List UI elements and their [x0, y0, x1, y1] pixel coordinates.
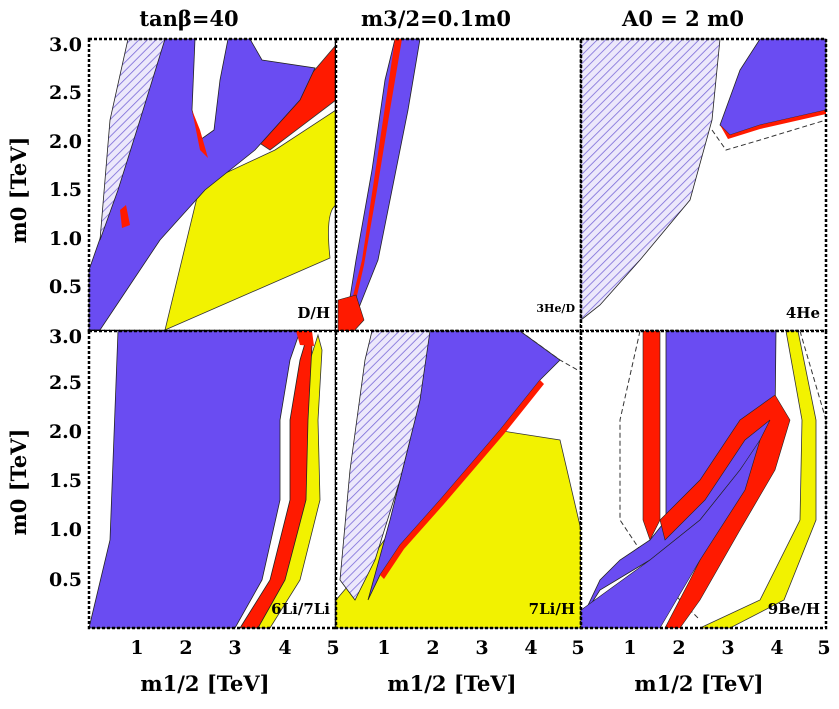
region-hatched	[339, 330, 431, 601]
y-axis-label: m0 [TeV]	[6, 137, 31, 244]
panel-li6li7: 6Li/7Li	[87, 329, 338, 630]
contour-dashed	[711, 119, 827, 151]
panel-label-he4: 4He	[786, 304, 820, 322]
x-ticks: 1 2 3 4 5 1 2 3 4 5 1 2 3 4 5	[130, 637, 830, 659]
x-axis-label: m1/2 [TeV]	[140, 671, 269, 696]
panel-dh: D/H	[87, 37, 338, 333]
x-tick: 4	[524, 637, 537, 659]
region-red-edge	[380, 380, 544, 579]
region-red-strip	[192, 110, 208, 158]
y-ticks-top: 0.5 1.0 1.5 2.0 2.5 3.0	[49, 34, 82, 298]
y-tick: 1.0	[49, 228, 82, 250]
x-tick: 1	[623, 637, 636, 659]
x-tick: 2	[179, 637, 192, 659]
panel-label-dh: D/H	[297, 304, 330, 322]
title-tanbeta: tanβ=40	[139, 6, 238, 31]
x-tick: 3	[721, 637, 734, 659]
x-tick: 4	[278, 637, 291, 659]
y-ticks-bottom: 0.5 1.0 1.5 2.0 2.5 3.0	[49, 326, 82, 591]
y-tick: 1.0	[49, 519, 82, 541]
panel-he3d: 3He/D	[334, 37, 583, 333]
region-red-blob	[120, 205, 130, 228]
x-tick: 2	[426, 637, 439, 659]
panel-label-li7h: 7Li/H	[529, 600, 575, 618]
region-red-edge	[352, 39, 402, 300]
y-tick: 1.5	[49, 470, 82, 492]
region-red-top	[296, 331, 314, 346]
panel-li7h: 7Li/H	[334, 329, 583, 630]
y-tick: 2.0	[49, 131, 82, 153]
region-blue-lower	[580, 439, 761, 629]
y-axis-label: m0 [TeV]	[6, 429, 31, 536]
panel-be9h: 9Be/H	[579, 329, 828, 630]
panel-label-he3d: 3He/D	[536, 302, 575, 315]
x-axis-label: m1/2 [TeV]	[634, 671, 763, 696]
region-red-vertical	[642, 330, 661, 541]
x-tick: 3	[228, 637, 241, 659]
region-blue	[88, 330, 301, 629]
y-tick: 2.0	[49, 421, 82, 443]
x-tick: 3	[475, 637, 488, 659]
region-yellow	[164, 109, 337, 331]
x-tick: 1	[377, 637, 390, 659]
y-tick: 2.5	[49, 372, 82, 394]
region-red-bottom	[337, 294, 365, 332]
y-tick: 0.5	[49, 276, 82, 298]
x-tick: 5	[571, 637, 584, 659]
title-gravitino-mass: m3/2=0.1m0	[361, 6, 511, 31]
contour-dashed	[519, 330, 582, 373]
x-axis-label: m1/2 [TeV]	[387, 671, 516, 696]
x-tick: 5	[817, 637, 830, 659]
x-tick: 1	[130, 637, 143, 659]
y-tick: 3.0	[49, 326, 82, 348]
x-tick: 2	[672, 637, 685, 659]
title-trilinear: A0 = 2 m0	[621, 6, 744, 31]
y-tick: 1.5	[49, 179, 82, 201]
region-hatched	[580, 38, 721, 321]
y-tick: 3.0	[49, 34, 82, 56]
panel-label-be9h: 9Be/H	[768, 600, 820, 618]
y-tick: 0.5	[49, 569, 82, 591]
y-tick: 2.5	[49, 82, 82, 104]
x-tick: 4	[770, 637, 783, 659]
panel-he4: 4He	[579, 37, 828, 333]
x-tick: 5	[326, 637, 339, 659]
panel-label-li6li7: 6Li/7Li	[271, 600, 330, 618]
region-red-edge	[720, 110, 826, 139]
